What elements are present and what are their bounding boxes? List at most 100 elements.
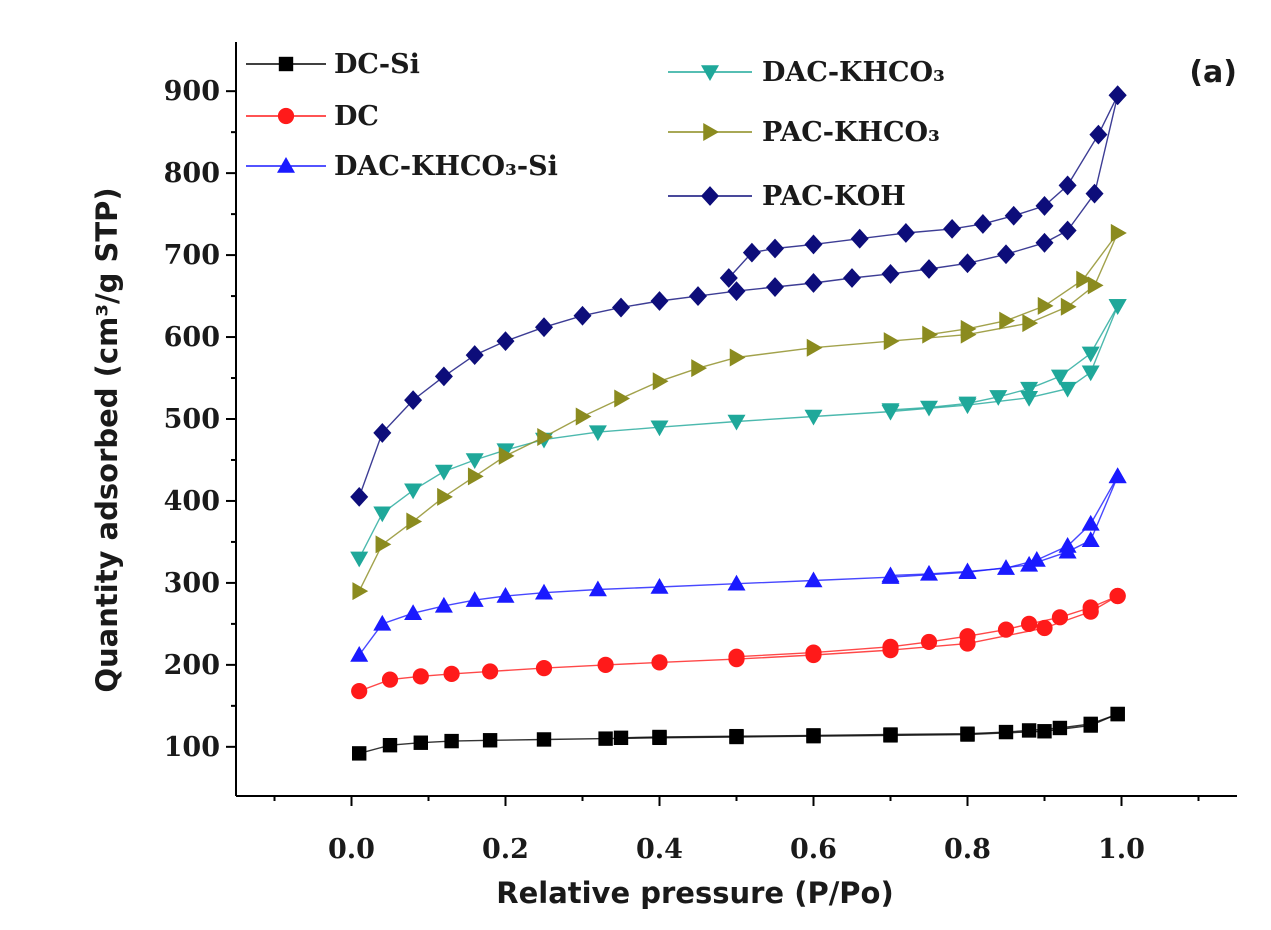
data-point: [997, 559, 1015, 575]
legend-item-dac-khco-: DAC-KHCO₃: [668, 57, 945, 88]
data-point: [959, 628, 976, 645]
data-point: [997, 244, 1015, 265]
legend-label: DC-Si: [334, 49, 420, 80]
data-point: [999, 311, 1015, 330]
y-axis-title: Quantity adsorbed (cm³/g STP): [90, 187, 124, 692]
data-point: [804, 273, 823, 293]
x-tick-label: 0.2: [482, 834, 529, 865]
data-point: [766, 277, 784, 297]
data-point: [373, 423, 392, 443]
data-point: [843, 268, 861, 288]
data-point: [1035, 196, 1054, 216]
data-point: [689, 286, 707, 306]
data-point: [588, 580, 607, 597]
series-layer: [350, 85, 1127, 761]
data-point: [881, 566, 900, 583]
desorption-line: [736, 595, 1118, 658]
data-point: [727, 414, 746, 431]
data-point: [537, 428, 553, 447]
data-point: [882, 638, 899, 655]
data-point: [1083, 716, 1098, 732]
data-point: [1085, 183, 1104, 204]
data-point: [804, 234, 823, 255]
data-point: [1058, 537, 1077, 553]
data-point: [597, 656, 614, 673]
data-point: [1087, 276, 1104, 295]
data-point: [943, 218, 962, 239]
data-point: [465, 345, 484, 365]
data-point: [1108, 299, 1127, 315]
data-point: [412, 668, 429, 685]
y-tick-label: 300: [164, 568, 220, 599]
legend-marker: [277, 107, 295, 125]
x-tick-label: 0.8: [944, 834, 991, 865]
data-point: [1110, 706, 1125, 722]
data-point: [719, 268, 738, 288]
y-tick-label: 900: [164, 76, 220, 107]
data-point: [1110, 223, 1127, 242]
data-point: [536, 732, 552, 747]
data-point: [598, 731, 613, 746]
data-point: [573, 305, 592, 326]
data-point: [351, 682, 368, 700]
legend-item-dc: DC: [246, 101, 379, 132]
data-point: [1022, 314, 1039, 333]
y-tick-label: 200: [164, 650, 220, 681]
data-point: [1004, 205, 1023, 226]
data-point: [766, 238, 784, 259]
data-point: [650, 578, 669, 594]
data-point: [883, 727, 898, 742]
data-point: [1020, 555, 1039, 572]
data-point: [742, 242, 761, 263]
data-point: [1081, 531, 1100, 548]
data-point: [727, 574, 746, 591]
data-point: [652, 729, 667, 745]
data-point: [535, 660, 553, 677]
data-point: [350, 486, 369, 507]
data-point: [960, 726, 975, 741]
data-point: [804, 571, 823, 588]
y-tick-label: 400: [164, 486, 220, 517]
legend-marker: [277, 157, 295, 173]
legend-item-dc-si: DC-Si: [246, 49, 420, 80]
data-point: [729, 348, 746, 367]
legend-item-dac-khco-si: DAC-KHCO₃-Si: [246, 151, 558, 182]
data-point: [373, 506, 392, 523]
data-point: [1081, 514, 1100, 531]
legend: DC-Si DC DAC-KHCO₃-Si DAC-KHCO₃ PAC-KHCO₃ PAC…: [246, 49, 945, 212]
series-dc: [351, 587, 1126, 700]
data-point: [1035, 232, 1054, 253]
y-tick-label: 800: [164, 158, 220, 189]
data-point: [850, 228, 869, 249]
data-point: [973, 214, 992, 234]
data-point: [375, 535, 392, 554]
data-point: [535, 317, 553, 338]
data-point: [575, 407, 592, 426]
data-point: [1060, 297, 1077, 316]
data-point: [434, 366, 453, 387]
data-point: [651, 654, 668, 671]
legend-label: DAC-KHCO₃: [762, 57, 945, 88]
data-point: [444, 733, 459, 749]
data-point: [434, 464, 453, 481]
legend-marker: [701, 65, 719, 81]
data-point: [958, 396, 977, 413]
series-dac-khco-si: [350, 467, 1127, 662]
data-point: [922, 325, 938, 344]
data-point: [467, 467, 484, 486]
data-point: [1052, 720, 1068, 736]
data-point: [1058, 175, 1077, 196]
data-point: [650, 291, 669, 311]
data-point: [437, 487, 453, 506]
data-point: [352, 746, 367, 761]
data-point: [728, 648, 745, 665]
data-point: [883, 332, 900, 351]
data-point: [729, 728, 744, 744]
x-tick-label: 0.4: [636, 834, 683, 865]
data-point: [406, 512, 423, 531]
data-point: [352, 582, 369, 601]
data-point: [896, 223, 915, 243]
data-point: [997, 621, 1015, 638]
data-point: [498, 446, 515, 465]
